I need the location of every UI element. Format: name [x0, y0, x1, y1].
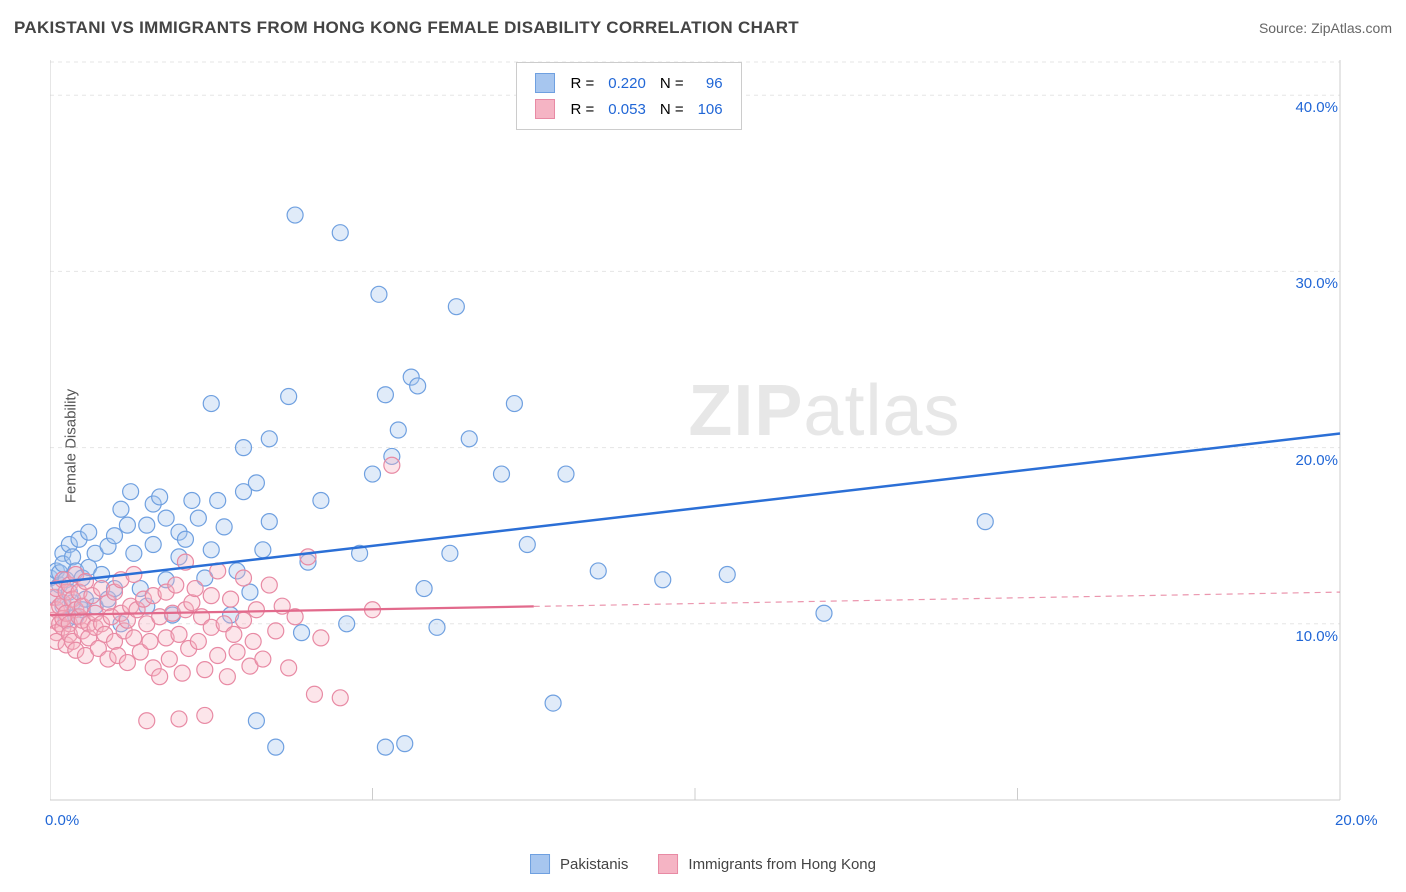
series-legend: Pakistanis Immigrants from Hong Kong	[530, 854, 876, 874]
legend-item-0: Pakistanis	[530, 854, 628, 874]
y-tick-label: 30.0%	[1295, 275, 1338, 292]
legend-label-1: Immigrants from Hong Kong	[688, 856, 876, 873]
x-tick-label: 0.0%	[45, 812, 79, 829]
correlation-legend: R = 0.220 N = 96 R = 0.053 N = 106	[516, 62, 742, 130]
chart-area: ZIPatlas R = 0.220 N = 96 R = 0.053 N = …	[50, 60, 1380, 820]
y-tick-label: 20.0%	[1295, 452, 1338, 469]
y-tick-label: 40.0%	[1295, 99, 1338, 116]
legend-label-0: Pakistanis	[560, 856, 628, 873]
x-tick-label: 20.0%	[1335, 812, 1378, 829]
swatch-series-1	[535, 99, 555, 119]
legend-r-label: R =	[565, 71, 601, 95]
chart-title: PAKISTANI VS IMMIGRANTS FROM HONG KONG F…	[14, 18, 799, 38]
y-tick-label: 10.0%	[1295, 628, 1338, 645]
swatch-icon	[658, 854, 678, 874]
legend-n-label: N =	[654, 97, 690, 121]
legend-item-1: Immigrants from Hong Kong	[658, 854, 876, 874]
legend-r-label: R =	[565, 97, 601, 121]
legend-r-value-1: 0.053	[602, 97, 652, 121]
swatch-icon	[530, 854, 550, 874]
legend-n-label: N =	[654, 71, 690, 95]
legend-row-series-0: R = 0.220 N = 96	[529, 71, 729, 95]
legend-n-value-0: 96	[692, 71, 729, 95]
scatter-plot-svg	[50, 60, 1380, 820]
swatch-series-0	[535, 73, 555, 93]
legend-n-value-1: 106	[692, 97, 729, 121]
legend-row-series-1: R = 0.053 N = 106	[529, 97, 729, 121]
source-label: Source: ZipAtlas.com	[1259, 20, 1392, 36]
legend-r-value-0: 0.220	[602, 71, 652, 95]
